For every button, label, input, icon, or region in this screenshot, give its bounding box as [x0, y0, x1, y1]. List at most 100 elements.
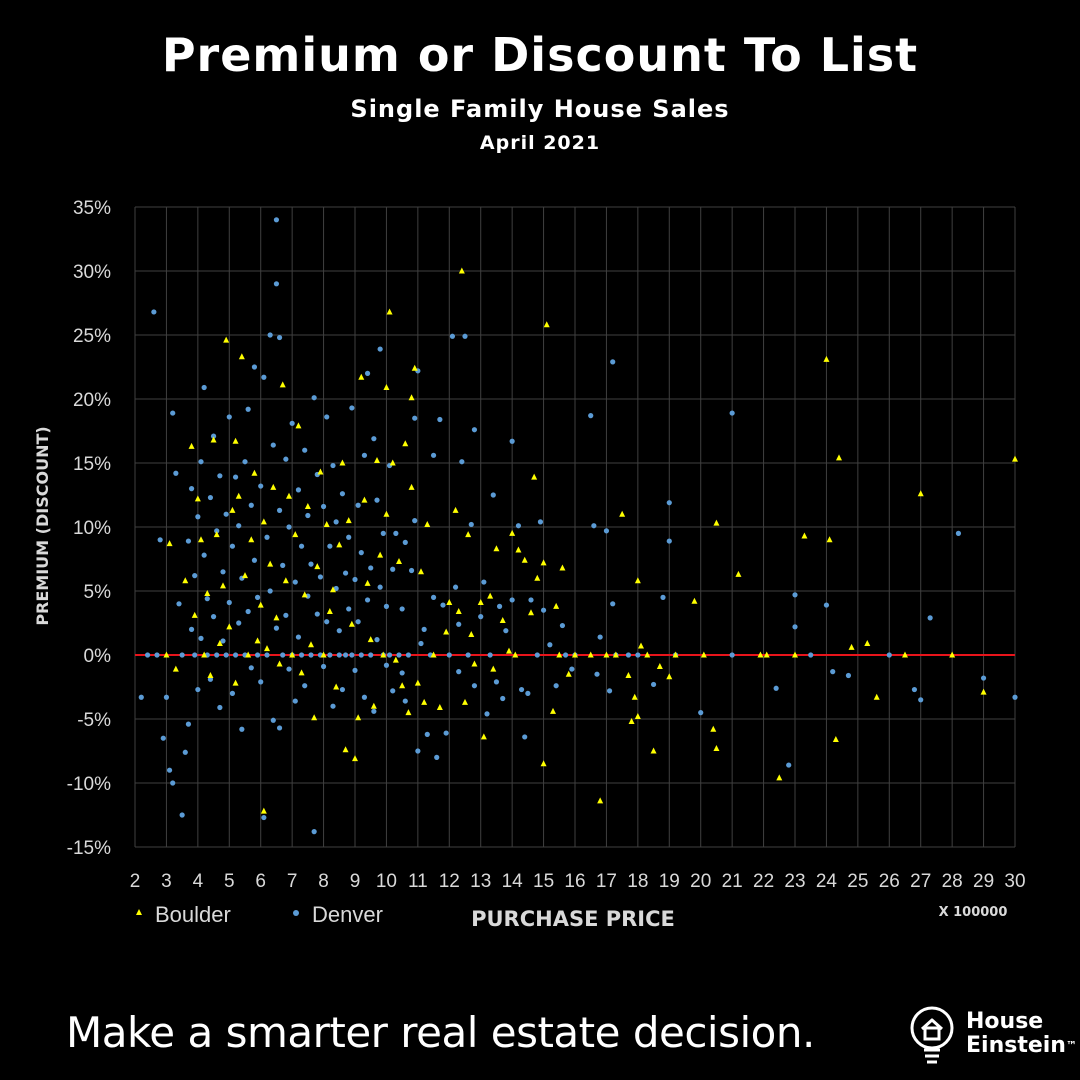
boulder-point: [644, 651, 651, 658]
boulder-point: [553, 602, 560, 609]
x-tick-label: 23: [784, 871, 805, 892]
denver-point: [597, 634, 603, 640]
boulder-point: [465, 531, 472, 538]
denver-point: [280, 562, 286, 569]
denver-point: [242, 459, 248, 465]
boulder-point: [631, 693, 638, 700]
boulder-point: [333, 683, 340, 690]
x-tick-label: 25: [847, 871, 868, 892]
boulder-point: [282, 577, 289, 584]
denver-point: [276, 507, 283, 513]
boulder-point: [273, 614, 280, 621]
denver-point: [170, 780, 176, 786]
boulder-point: [650, 747, 657, 754]
boulder-point: [477, 599, 484, 606]
denver-point: [185, 538, 192, 544]
denver-point: [522, 734, 528, 740]
denver-point: [481, 579, 487, 585]
denver-point: [484, 711, 490, 717]
denver-point: [207, 494, 214, 501]
legend-boulder-label: Boulder: [155, 902, 231, 927]
boulder-point: [370, 702, 377, 709]
denver-point: [298, 652, 305, 658]
boulder-point: [235, 492, 242, 499]
denver-point: [371, 708, 377, 714]
denver-point: [352, 576, 358, 583]
denver-point: [591, 523, 597, 529]
boulder-point: [298, 669, 305, 676]
y-tick-labels: -15% -10% -5% 0% 5% 10% 15% 20% 25% 30% 35%: [67, 198, 111, 859]
denver-point: [214, 528, 220, 534]
denver-point: [138, 694, 144, 700]
denver-point: [220, 569, 226, 575]
x-axis-label: PURCHASE PRICE: [471, 907, 675, 931]
denver-point: [503, 628, 509, 634]
denver-point: [534, 652, 540, 658]
boulder-point: [411, 364, 418, 371]
denver-point: [610, 601, 616, 607]
boulder-point: [848, 643, 855, 650]
boulder-point: [191, 611, 198, 618]
y-tick-label: -15%: [67, 838, 111, 859]
denver-point: [459, 459, 465, 465]
denver-point: [918, 697, 924, 703]
denver-point: [509, 597, 515, 603]
x-tick-label: 8: [318, 871, 329, 892]
boulder-point: [534, 574, 541, 581]
denver-point: [276, 334, 283, 341]
denver-point: [390, 688, 396, 694]
y-tick-label: -10%: [67, 774, 111, 795]
denver-point: [525, 690, 531, 697]
boulder-point: [377, 551, 384, 558]
denver-point: [223, 511, 229, 517]
denver-point: [386, 652, 393, 658]
denver-point: [273, 217, 280, 223]
x-tick-label: 12: [439, 871, 460, 892]
boulder-point: [763, 651, 770, 658]
boulder-point: [499, 616, 506, 623]
boulder-point: [232, 679, 239, 686]
denver-point: [217, 704, 223, 711]
denver-point: [317, 574, 324, 580]
denver-point: [163, 694, 170, 700]
x-tick-label: 17: [596, 871, 617, 892]
boulder-point: [396, 558, 402, 565]
denver-point: [399, 606, 405, 612]
boulder-point: [634, 577, 641, 584]
y-tick-label: 15%: [73, 454, 111, 475]
boulder-point: [405, 709, 412, 716]
denver-point: [462, 333, 468, 339]
boulder-point: [823, 355, 830, 362]
denver-point: [515, 523, 522, 529]
boulder-point: [713, 519, 720, 526]
denver-point: [192, 652, 198, 658]
x-multiplier-label: X 100000: [939, 905, 1008, 920]
denver-point: [490, 492, 496, 498]
denver-point: [421, 626, 427, 633]
denver-point: [339, 491, 346, 497]
boulder-point: [229, 506, 236, 513]
boulder-point: [430, 651, 437, 658]
denver-point: [540, 607, 547, 613]
denver-point: [911, 686, 918, 693]
denver-point: [229, 543, 236, 549]
boulder-point: [172, 665, 179, 672]
boulder-point: [286, 492, 292, 499]
boulder-point: [625, 671, 632, 678]
denver-point: [405, 652, 412, 658]
boulder-point: [559, 564, 566, 571]
denver-point: [478, 614, 484, 620]
boulder-point: [436, 703, 443, 710]
boulder-point: [194, 495, 201, 502]
chart-title: Premium or Discount To List: [161, 28, 919, 82]
denver-point: [402, 539, 408, 545]
denver-point: [1012, 694, 1018, 700]
x-tick-label: 6: [255, 871, 266, 892]
denver-point: [729, 652, 735, 658]
denver-point: [886, 652, 892, 658]
denver-point: [412, 518, 418, 524]
x-tick-label: 21: [722, 871, 743, 892]
denver-point: [333, 519, 339, 525]
boulder-point: [220, 582, 226, 589]
denver-point: [342, 570, 349, 576]
